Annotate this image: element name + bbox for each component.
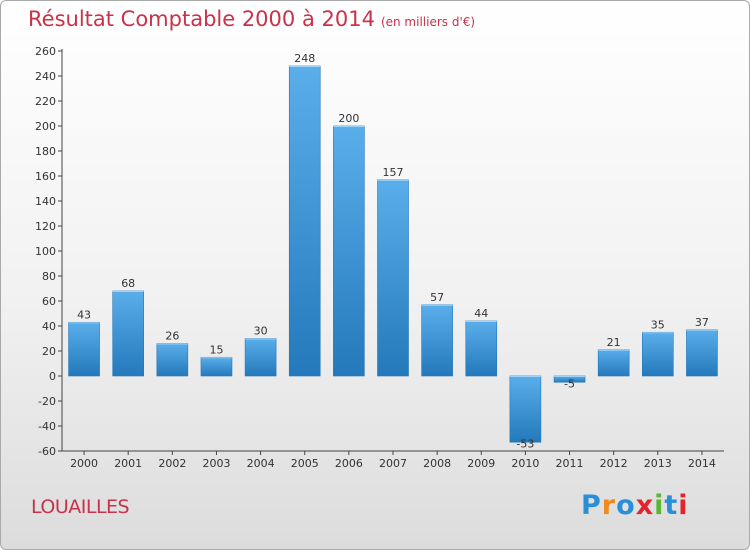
bar: [200, 356, 233, 377]
commune-name: LOUAILLES: [31, 496, 130, 518]
bar: [465, 320, 498, 377]
x-tick-label: 2014: [688, 457, 716, 470]
logo-letter: i: [654, 490, 665, 521]
bar: [333, 125, 365, 377]
x-tick-label: 2003: [202, 457, 230, 470]
y-tick-label: 40: [42, 320, 56, 333]
x-tick-label: 2007: [379, 457, 407, 470]
y-tick-label: -40: [38, 420, 56, 433]
y-tick-label: 120: [35, 220, 56, 233]
proxiti-logo[interactable]: Proxiti: [581, 490, 689, 521]
x-tick-label: 2002: [158, 457, 186, 470]
y-tick-label: 0: [49, 370, 56, 383]
y-tick-label: 60: [42, 295, 56, 308]
logo-letter: t: [664, 490, 679, 521]
value-label: 157: [383, 166, 404, 179]
value-label: 30: [254, 325, 268, 338]
logo-letter: o: [616, 490, 636, 521]
bar: [156, 343, 189, 377]
value-label: 26: [165, 330, 179, 343]
bar: [641, 331, 674, 377]
logo-letter: r: [601, 490, 617, 521]
value-label: 248: [294, 52, 315, 65]
bar: [288, 65, 321, 377]
x-tick-label: 2000: [70, 457, 98, 470]
bar: [597, 349, 630, 377]
chart-title: Résultat Comptable 2000 à 2014 (en millie…: [28, 7, 475, 31]
y-tick-label: 240: [35, 70, 56, 83]
x-tick-label: 2012: [600, 457, 628, 470]
y-tick-label: 200: [35, 120, 56, 133]
x-tick-label: 2006: [335, 457, 363, 470]
x-tick-label: 2013: [644, 457, 672, 470]
y-tick-label: 160: [35, 170, 56, 183]
y-tick-label: 140: [35, 195, 56, 208]
bar: [377, 179, 409, 377]
value-label: 200: [338, 112, 359, 125]
y-tick-label: -20: [38, 395, 56, 408]
x-tick-label: 2009: [467, 457, 495, 470]
logo-letter: i: [678, 490, 689, 521]
value-label: -5: [564, 377, 575, 390]
x-tick-label: 2011: [556, 457, 584, 470]
y-tick-label: 180: [35, 145, 56, 158]
value-label: 37: [695, 316, 709, 329]
y-tick-label: 260: [35, 45, 56, 58]
value-label: 15: [209, 343, 223, 356]
x-tick-label: 2001: [114, 457, 142, 470]
logo-letter: P: [581, 490, 602, 521]
value-label: 68: [121, 277, 135, 290]
bar: [112, 290, 144, 377]
y-tick-label: 20: [42, 345, 56, 358]
bar: [686, 329, 718, 377]
y-tick-label: 100: [35, 245, 56, 258]
chart-subtitle: (en milliers d'€): [380, 15, 476, 29]
value-label: 57: [430, 291, 444, 304]
y-tick-label: -60: [38, 445, 56, 458]
value-label: 44: [474, 307, 488, 320]
y-tick-label: 80: [42, 270, 56, 283]
x-tick-label: 2008: [423, 457, 451, 470]
x-tick-label: 2005: [291, 457, 319, 470]
logo-letter: x: [635, 490, 655, 521]
value-label: -53: [516, 437, 534, 450]
y-tick-label: 220: [35, 95, 56, 108]
bar: [244, 338, 277, 377]
bar: [68, 321, 100, 377]
value-label: 21: [607, 336, 621, 349]
value-label: 35: [651, 318, 665, 331]
bar: [421, 304, 453, 377]
bar: [509, 375, 542, 443]
chart-title-text: Résultat Comptable 2000 à 2014: [28, 7, 375, 31]
x-tick-label: 2004: [247, 457, 275, 470]
x-tick-label: 2010: [511, 457, 539, 470]
value-label: 43: [77, 308, 91, 321]
